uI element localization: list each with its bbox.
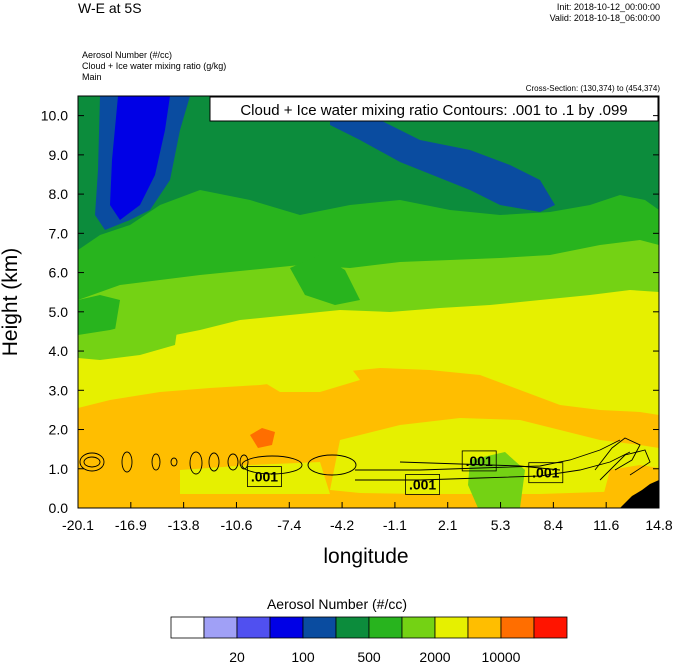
x-tick-label: 2.1 [438,517,458,533]
x-tick-label: -16.9 [115,517,147,533]
filled-contours [78,96,659,508]
colorbar: 20 100 500 2000 10000 [170,616,568,665]
colorbar-swatch [500,616,535,639]
variable-list: Aerosol Number (#/cc) Cloud + Ice water … [82,50,226,83]
variable-cloud-ice: Cloud + Ice water mixing ratio (g/kg) [82,61,227,71]
cloud-contours [79,437,651,481]
colorbar-swatch [170,616,205,639]
contour-label-box [528,462,564,484]
x-axis-label: longitude [323,545,408,568]
y-tick-label: 4.0 [49,343,69,359]
y-tick-label: 0.0 [49,500,69,516]
colorbar-tick-label: 20 [229,649,245,665]
colorbar-swatch [368,616,403,639]
y-tick-label: 3.0 [49,382,69,398]
colorbar-tick-label: 100 [291,649,315,665]
x-tick-label: 14.8 [645,517,672,533]
contour-label-box [247,466,282,488]
colorbar-swatch [203,616,238,639]
y-tick-label: 1.0 [49,461,69,477]
x-tick-label: -7.4 [277,517,301,533]
colorbar-swatch [236,616,271,639]
y-axis-label: Height (km) [0,248,22,357]
colorbar-swatch [401,616,436,639]
x-tick-label: 11.6 [593,517,619,533]
contour-label: .001 [532,465,559,481]
y-tick-label: 6.0 [49,265,69,281]
x-tick-label: 5.3 [491,517,511,533]
contour-label: .001 [409,476,436,492]
colorbar-tick-label: 500 [357,649,381,665]
y-tick-label: 5.0 [49,304,69,320]
x-tick-label: -20.1 [62,517,94,533]
colorbar-tick-label: 10000 [482,649,521,665]
colorbar-swatch [533,616,568,639]
y-tick-label: 2.0 [49,422,69,438]
x-axis: -20.1 -16.9 -13.8 -10.6 -7.4 -4.2 -1.1 2.1 5.3 8.… [62,502,673,533]
x-tick-label: -1.1 [383,517,407,533]
x-tick-label: -10.6 [220,517,252,533]
colorbar-swatch [335,616,370,639]
init-time: Init: 2018-10-12_00:00:00 [556,2,660,12]
colorbar-swatch [467,616,502,639]
x-tick-label: -13.8 [168,517,200,533]
colorbar-title: Aerosol Number (#/cc) [266,596,408,612]
colorbar-swatch [434,616,469,639]
colorbar-swatch [302,616,337,639]
variable-aerosol: Aerosol Number (#/cc) [82,50,173,60]
contour-labels: .001 .001 .001 .001 [247,450,564,495]
plot-frame [77,95,660,509]
contour-label-box [405,474,441,495]
contour-title: Cloud + Ice water mixing ratio Contours:… [240,102,627,119]
colorbar-swatch [269,616,304,639]
cross-section-label: Cross-Section: (130,374) to (454,374) [525,84,660,93]
y-tick-label: 9.0 [49,147,69,163]
contour-label: .001 [251,469,278,485]
title-box: Cloud + Ice water mixing ratio Contours:… [209,96,659,122]
contour-label: .001 [466,453,493,469]
valid-time: Valid: 2018-10-18_06:00:00 [549,13,660,23]
colorbar-tick-label: 2000 [419,649,450,665]
x-tick-label: 8.4 [544,517,564,533]
y-tick-label: 7.0 [49,225,69,241]
y-tick-label: 8.0 [49,186,69,202]
y-tick-label: 10.0 [41,108,68,124]
variable-main: Main [82,72,102,82]
time-info: Init: 2018-10-12_00:00:00 Valid: 2018-10… [550,2,660,24]
y-axis: 0.0 1.0 2.0 3.0 4.0 5.0 6.0 7.0 8.0 9.0 10.0 [41,108,659,516]
x-tick-label: -4.2 [330,517,354,533]
contour-label-box [461,450,497,472]
plot-title: W-E at 5S [78,0,142,16]
